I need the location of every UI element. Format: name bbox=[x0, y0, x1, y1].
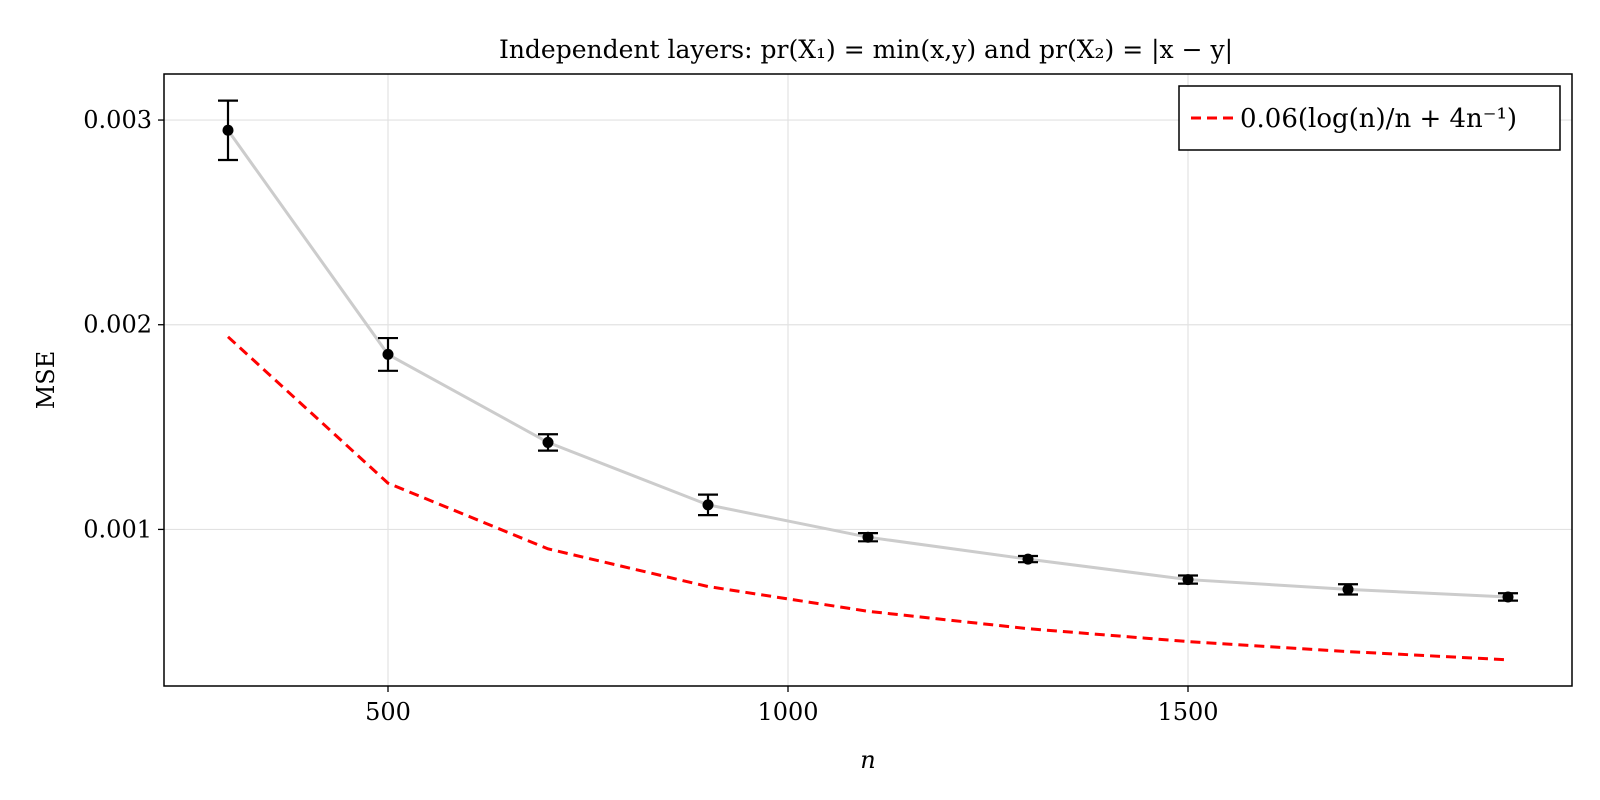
y-axis-label: MSE bbox=[32, 351, 60, 410]
data-point bbox=[542, 436, 554, 448]
data-point bbox=[1342, 583, 1354, 595]
x-tick-label: 1500 bbox=[1157, 698, 1218, 726]
data-point bbox=[1182, 574, 1194, 586]
estimate-series-line bbox=[226, 129, 1509, 599]
x-tick-label: 1000 bbox=[757, 698, 818, 726]
x-tick-label: 500 bbox=[365, 698, 411, 726]
reference-series-line bbox=[226, 335, 1509, 662]
plot-series bbox=[218, 99, 1518, 662]
y-tick-label: 0.002 bbox=[83, 311, 152, 339]
data-point bbox=[862, 531, 874, 543]
data-point bbox=[382, 348, 394, 360]
legend-box bbox=[1178, 85, 1561, 151]
y-tick-label: 0.001 bbox=[83, 515, 152, 543]
plot-frame bbox=[163, 73, 1573, 687]
data-point bbox=[702, 499, 714, 511]
y-tick-label: 0.003 bbox=[83, 106, 152, 134]
grid bbox=[164, 74, 1572, 686]
legend: 0.06(log(n)/n + 4n⁻¹) bbox=[1178, 85, 1561, 151]
x-axis-label: n bbox=[860, 746, 875, 774]
chart-title: Independent layers: pr(X₁) = min(x,y) an… bbox=[499, 35, 1233, 65]
data-point bbox=[1022, 553, 1034, 565]
data-point bbox=[222, 124, 234, 136]
legend-label-reference: 0.06(log(n)/n + 4n⁻¹) bbox=[1240, 104, 1517, 134]
data-point bbox=[1502, 591, 1514, 603]
axis-ticks: 500 1000 1500 0.001 0.002 0.003 bbox=[83, 106, 1218, 726]
